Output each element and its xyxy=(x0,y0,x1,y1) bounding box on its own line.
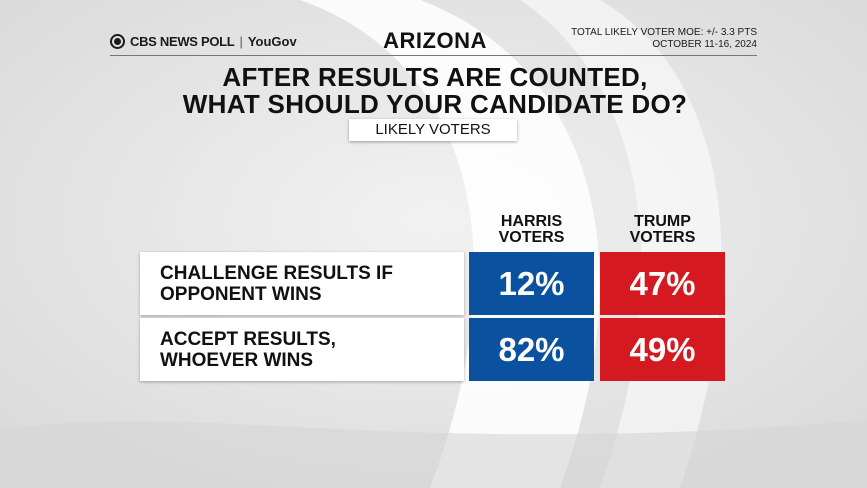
cbs-yougov-logo: CBS NEWS POLL | YouGov xyxy=(110,34,297,49)
column-header-harris: HARRIS VOTERS xyxy=(469,214,594,246)
column-header-trump: TRUMP VOTERS xyxy=(600,214,725,246)
row-label-challenge: CHALLENGE RESULTS IF OPPONENT WINS xyxy=(140,252,464,315)
subtitle-tag: LIKELY VOTERS xyxy=(349,119,517,141)
chart-title: AFTER RESULTS ARE COUNTED, WHAT SHOULD Y… xyxy=(130,64,740,118)
column-header-line-1: HARRIS xyxy=(500,213,563,230)
title-line-1: AFTER RESULTS ARE COUNTED, xyxy=(222,62,648,92)
cell-challenge-trump: 47% xyxy=(600,252,725,315)
logo-partner: YouGov xyxy=(247,34,297,49)
column-header-line-2: VOTERS xyxy=(498,229,565,246)
poll-meta: TOTAL LIKELY VOTER MOE: +/- 3.3 PTS OCTO… xyxy=(571,27,757,51)
cbs-eye-icon xyxy=(110,34,125,49)
logo-separator: | xyxy=(239,34,243,49)
header-divider xyxy=(110,55,757,56)
title-line-2: WHAT SHOULD YOUR CANDIDATE DO? xyxy=(182,89,688,119)
cell-accept-harris: 82% xyxy=(469,318,594,381)
poll-dates: OCTOBER 11-16, 2024 xyxy=(652,39,757,50)
row-label-line-2: WHOEVER WINS xyxy=(160,349,314,371)
cell-accept-trump: 49% xyxy=(600,318,725,381)
column-header-line-1: TRUMP xyxy=(634,213,691,230)
row-label-line-1: CHALLENGE RESULTS IF xyxy=(160,262,393,284)
logo-brand: CBS NEWS POLL xyxy=(130,34,235,49)
column-header-line-2: VOTERS xyxy=(629,229,696,246)
row-label-line-1: ACCEPT RESULTS, xyxy=(160,328,336,350)
row-label-line-2: OPPONENT WINS xyxy=(160,283,322,305)
cell-challenge-harris: 12% xyxy=(469,252,594,315)
state-label: ARIZONA xyxy=(383,28,487,53)
row-label-accept: ACCEPT RESULTS, WHOEVER WINS xyxy=(140,318,464,381)
moe-text: TOTAL LIKELY VOTER MOE: +/- 3.3 PTS xyxy=(571,27,757,38)
